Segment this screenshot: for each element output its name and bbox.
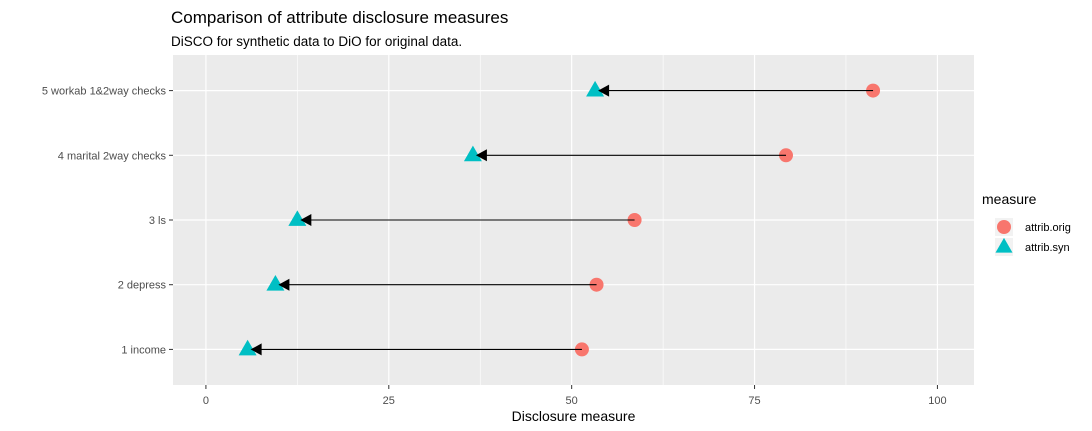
chart-subtitle: DiSCO for synthetic data to DiO for orig…: [171, 34, 462, 49]
point-attrib-syn: [463, 145, 482, 162]
point-attrib-syn: [288, 210, 307, 226]
y-tick-label: 2 depress: [118, 280, 167, 292]
x-tick-label: 25: [383, 395, 395, 407]
x-tick-label: 0: [203, 395, 209, 407]
x-tick-label: 50: [566, 395, 578, 407]
arrow-head: [598, 84, 610, 97]
y-tick-label: 1 income: [121, 344, 166, 356]
legend-title: measure: [982, 191, 1037, 207]
arrow-head: [278, 278, 290, 291]
point-attrib-syn: [586, 80, 605, 97]
point-attrib-syn: [238, 339, 257, 356]
y-tick-label: 4 marital 2way checks: [58, 150, 167, 162]
legend-key-circle: [997, 220, 1011, 234]
x-tick-label: 75: [748, 395, 760, 407]
x-tick-label: 100: [928, 395, 946, 407]
legend-label: attrib.orig: [1025, 222, 1071, 234]
arrow-head: [250, 343, 262, 356]
x-axis-title: Disclosure measure: [512, 408, 636, 424]
y-tick-label: 3 ls: [149, 215, 167, 227]
arrow-head: [300, 214, 312, 226]
legend-key-triangle: [995, 237, 1013, 253]
data-marks: [238, 80, 881, 357]
point-attrib-syn: [266, 275, 285, 291]
legend: measure attrib.orig attrib.syn: [982, 191, 1071, 256]
y-axis-ticks: 5 workab 1&2way checks 4 marital 2way che…: [42, 86, 173, 356]
y-tick-label: 5 workab 1&2way checks: [42, 86, 167, 98]
legend-label: attrib.syn: [1025, 242, 1070, 254]
x-axis-ticks: 0 25 50 75 100: [203, 385, 947, 407]
arrow-head: [475, 149, 487, 162]
chart-title: Comparison of attribute disclosure measu…: [171, 8, 508, 27]
